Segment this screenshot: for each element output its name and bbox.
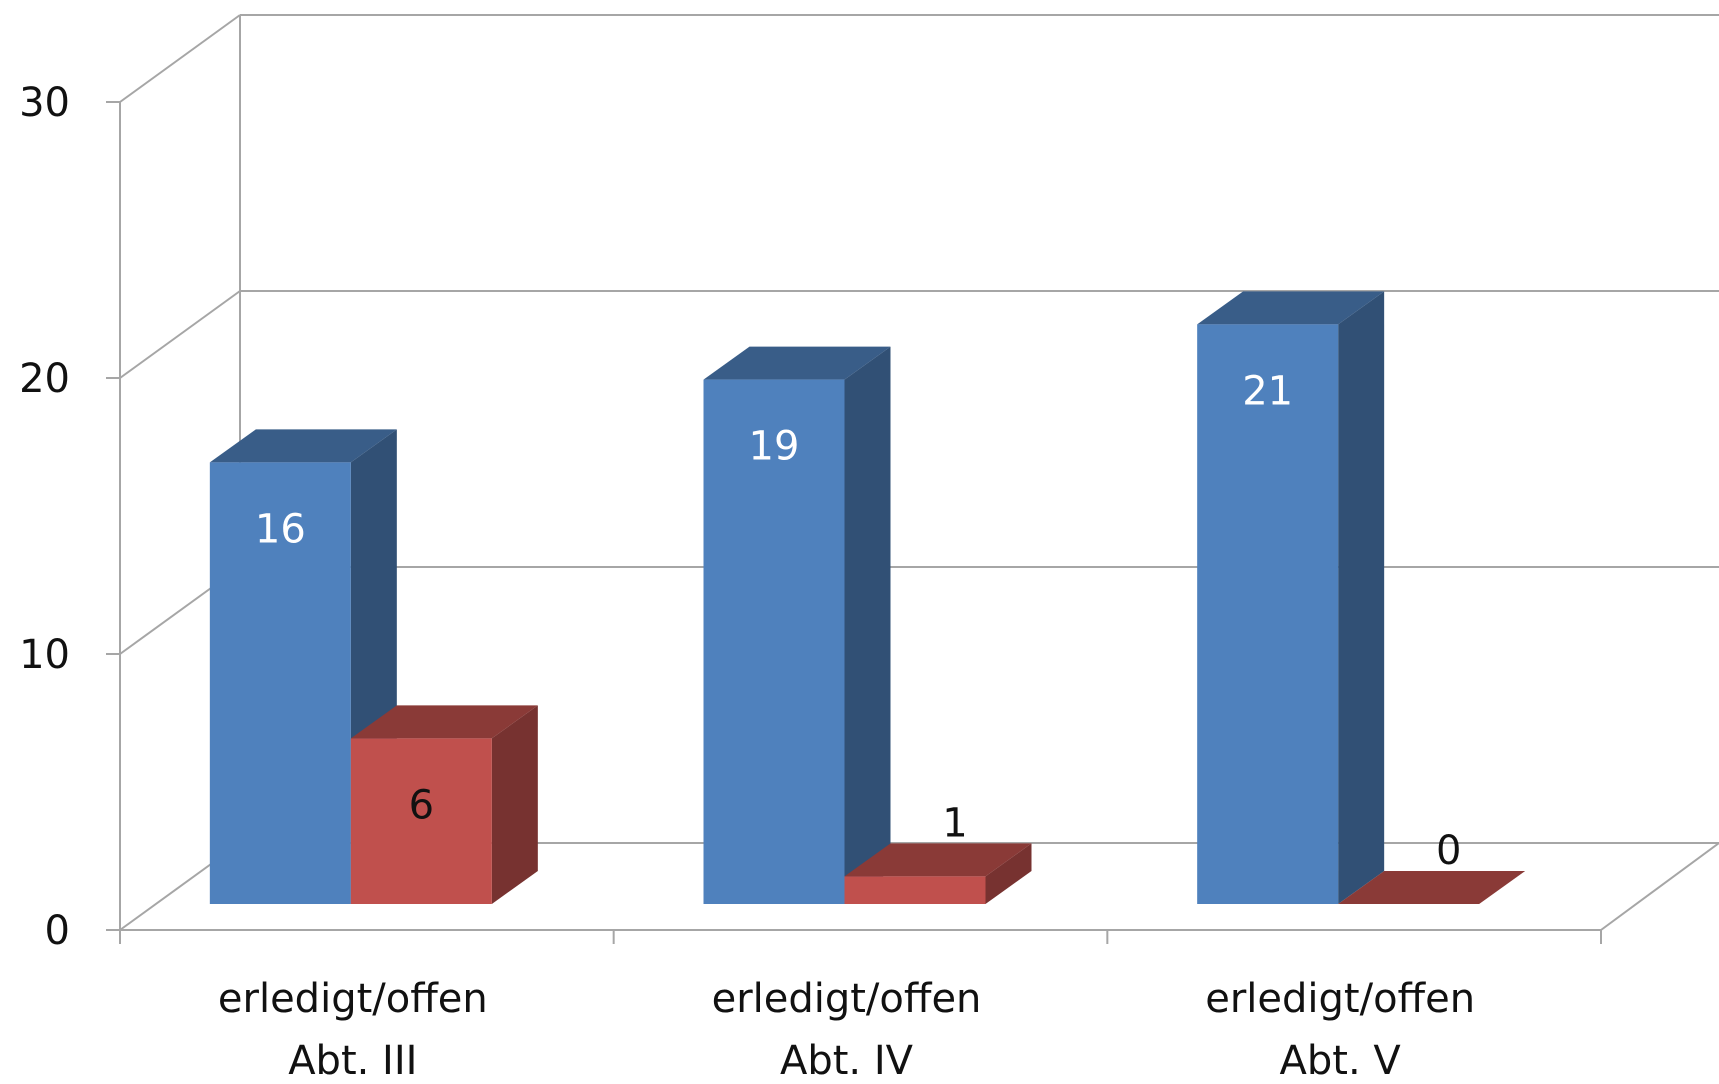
category-label: erledigt/offen — [218, 976, 488, 1022]
bar-top — [209, 429, 397, 463]
bars — [209, 291, 1526, 905]
data-labels: 16 6 19 1 21 0 — [255, 368, 1462, 874]
bar-top — [703, 346, 891, 380]
data-label: 16 — [255, 506, 306, 552]
floor-edge-right — [1600, 842, 1719, 931]
bar-side — [491, 705, 538, 904]
y-tick-label: 30 — [19, 80, 70, 126]
bar — [703, 379, 845, 905]
gridline-side — [119, 14, 241, 103]
bar-top — [1197, 291, 1385, 325]
bar-top — [1338, 871, 1526, 904]
data-label: 1 — [942, 800, 967, 846]
data-label: 21 — [1242, 368, 1293, 414]
category-label: erledigt/offen — [1205, 976, 1475, 1022]
bar — [844, 876, 986, 904]
bar — [209, 462, 351, 904]
bar-top — [350, 705, 538, 739]
category-label: erledigt/offen — [712, 976, 982, 1022]
y-tick-label: 0 — [45, 908, 70, 954]
data-label: 0 — [1436, 828, 1461, 874]
y-tick-label: 20 — [19, 356, 70, 402]
category-labels: erledigt/offen Abt. III erledigt/offen Abt.… — [218, 976, 1475, 1084]
bar — [1197, 324, 1339, 904]
bar-top — [844, 843, 1032, 877]
gridline-side — [119, 290, 241, 379]
y-tick-label: 10 — [19, 632, 70, 678]
bar-side — [844, 346, 891, 905]
bar-side — [1338, 291, 1385, 904]
bar — [350, 738, 492, 904]
y-axis-tick-labels: 0 10 20 30 — [19, 80, 70, 954]
data-label: 19 — [749, 424, 800, 470]
data-label: 6 — [409, 782, 434, 828]
category-label: Abt. III — [288, 1038, 417, 1084]
category-label: Abt. V — [1280, 1038, 1402, 1084]
category-label: Abt. IV — [780, 1038, 914, 1084]
bar-side — [985, 843, 1032, 904]
